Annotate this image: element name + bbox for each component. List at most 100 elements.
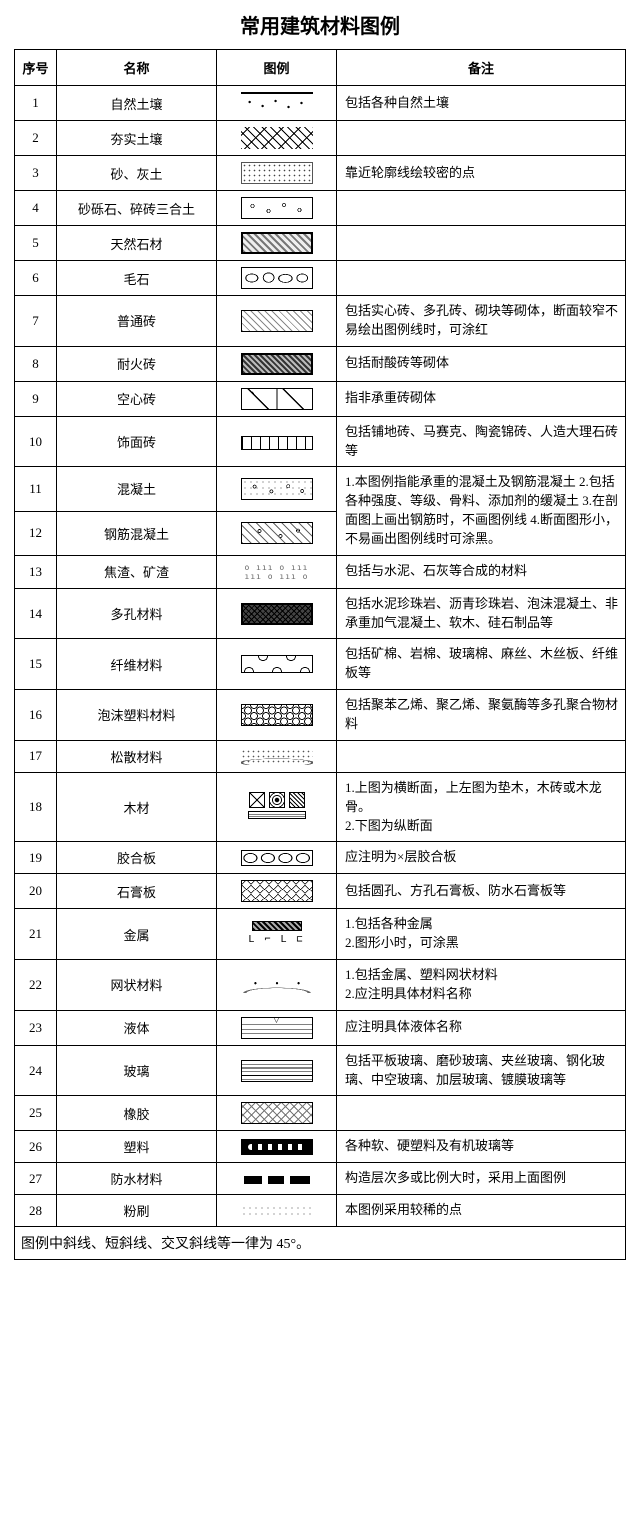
page-title: 常用建筑材料图例: [14, 10, 626, 39]
cell-num: 4: [15, 191, 57, 226]
cell-num: 26: [15, 1131, 57, 1163]
cell-name: 松散材料: [57, 740, 217, 772]
table-row: 11混凝土1.本图例指能承重的混凝土及钢筋混凝土 2.包括各种强度、等级、骨料、…: [15, 467, 626, 511]
cell-symbol: [217, 121, 337, 156]
cell-note: 应注明具体液体名称: [337, 1010, 626, 1045]
cell-symbol: [217, 740, 337, 772]
cell-symbol: [217, 639, 337, 690]
cell-note: 靠近轮廓线绘较密的点: [337, 156, 626, 191]
pattern-icon: [241, 353, 313, 375]
table-row: 9空心砖指非承重砖砌体: [15, 381, 626, 416]
table-row: 3砂、灰土靠近轮廓线绘较密的点: [15, 156, 626, 191]
pattern-icon: [241, 197, 313, 219]
footnote: 图例中斜线、短斜线、交叉斜线等一律为 45°。: [15, 1227, 626, 1260]
cell-num: 28: [15, 1195, 57, 1227]
cell-num: 5: [15, 226, 57, 261]
table-row: 18木材1.上图为横断面，上左图为垫木，木砖或木龙骨。 2.下图为纵断面: [15, 772, 626, 842]
table-row: 21金属L ⌐ L ⊏ ⊏1.包括各种金属 2.图形小时，可涂黑: [15, 909, 626, 960]
pattern-icon: [241, 1017, 313, 1039]
col-notes: 备注: [337, 50, 626, 86]
cell-note: 1.本图例指能承重的混凝土及钢筋混凝土 2.包括各种强度、等级、骨料、添加剂的缓…: [337, 467, 626, 555]
table-row: 8耐火砖包括耐酸砖等砌体: [15, 346, 626, 381]
cell-num: 8: [15, 346, 57, 381]
cell-name: 粉刷: [57, 1195, 217, 1227]
materials-table: 序号 名称 图例 备注 1自然土壤包括各种自然土壤2夯实土壤3砂、灰土靠近轮廓线…: [14, 49, 626, 1260]
cell-num: 21: [15, 909, 57, 960]
pattern-icon: [241, 1139, 313, 1155]
cell-symbol: [217, 156, 337, 191]
cell-note: 包括铺地砖、马赛克、陶瓷锦砖、人造大理石砖等: [337, 416, 626, 467]
cell-note: 1.包括金属、塑料网状材料 2.应注明具体材料名称: [337, 960, 626, 1011]
pattern-icon: [241, 310, 313, 332]
cell-note: 包括矿棉、岩棉、玻璃棉、麻丝、木丝板、纤维板等: [337, 639, 626, 690]
cell-symbol: [217, 1131, 337, 1163]
cell-num: 13: [15, 555, 57, 588]
table-row: 2夯实土壤: [15, 121, 626, 156]
pattern-icon: [241, 267, 313, 289]
pattern-icon: [241, 436, 313, 450]
cell-symbol: [217, 772, 337, 842]
cell-symbol: [217, 191, 337, 226]
table-row: 26塑料各种软、硬塑料及有机玻璃等: [15, 1131, 626, 1163]
pattern-icon: [241, 850, 313, 866]
cell-note: 包括耐酸砖等砌体: [337, 346, 626, 381]
cell-note: 构造层次多或比例大时，采用上面图例: [337, 1163, 626, 1195]
cell-symbol: [217, 346, 337, 381]
cell-note: 包括实心砖、多孔砖、砌块等砌体，断面较窄不易绘出图例线时，可涂红: [337, 296, 626, 347]
cell-num: 11: [15, 467, 57, 511]
cell-symbol: [217, 261, 337, 296]
cell-num: 23: [15, 1010, 57, 1045]
cell-symbol: [217, 296, 337, 347]
table-row: 20石膏板包括圆孔、方孔石膏板、防水石膏板等: [15, 874, 626, 909]
pattern-icon: [241, 655, 313, 673]
cell-note: 包括水泥珍珠岩、沥青珍珠岩、泡沫混凝土、非承重加气混凝土、软木、硅石制品等: [337, 588, 626, 639]
pattern-icon: [244, 792, 310, 822]
cell-num: 16: [15, 690, 57, 741]
cell-num: 19: [15, 842, 57, 874]
cell-note: 包括平板玻璃、磨砂玻璃、夹丝玻璃、钢化玻璃、中空玻璃、加层玻璃、镀膜玻璃等: [337, 1045, 626, 1096]
pattern-icon: [241, 1205, 313, 1219]
cell-note: 应注明为×层胶合板: [337, 842, 626, 874]
cell-symbol: [217, 1163, 337, 1195]
cell-num: 12: [15, 511, 57, 555]
pattern-icon: [241, 522, 313, 544]
pattern-icon: o ııı o ııı ııı o ııı o: [241, 562, 313, 582]
cell-name: 纤维材料: [57, 639, 217, 690]
cell-num: 7: [15, 296, 57, 347]
cell-name: 毛石: [57, 261, 217, 296]
pattern-icon: [241, 603, 313, 625]
cell-name: 塑料: [57, 1131, 217, 1163]
table-row: 27防水材料构造层次多或比例大时，采用上面图例: [15, 1163, 626, 1195]
cell-name: 防水材料: [57, 1163, 217, 1195]
cell-num: 18: [15, 772, 57, 842]
cell-name: 木材: [57, 772, 217, 842]
cell-num: 15: [15, 639, 57, 690]
cell-symbol: [217, 1010, 337, 1045]
col-name: 名称: [57, 50, 217, 86]
cell-name: 钢筋混凝土: [57, 511, 217, 555]
cell-note: 本图例采用较稀的点: [337, 1195, 626, 1227]
table-row: 19胶合板 应注明为×层胶合板: [15, 842, 626, 874]
pattern-icon: L ⌐ L ⊏ ⊏: [241, 921, 313, 947]
cell-name: 焦渣、矿渣: [57, 555, 217, 588]
table-row: 17松散材料: [15, 740, 626, 772]
cell-num: 2: [15, 121, 57, 156]
cell-num: 22: [15, 960, 57, 1011]
cell-num: 25: [15, 1096, 57, 1131]
cell-name: 混凝土: [57, 467, 217, 511]
cell-name: 胶合板: [57, 842, 217, 874]
cell-note: 1.包括各种金属 2.图形小时，可涂黑: [337, 909, 626, 960]
pattern-icon: [241, 92, 313, 114]
cell-num: 14: [15, 588, 57, 639]
cell-symbol: o ııı o ııı ııı o ııı o: [217, 555, 337, 588]
cell-note: [337, 226, 626, 261]
cell-num: 10: [15, 416, 57, 467]
cell-symbol: [217, 511, 337, 555]
table-row: 23液体应注明具体液体名称: [15, 1010, 626, 1045]
table-row: 10饰面砖包括铺地砖、马赛克、陶瓷锦砖、人造大理石砖等: [15, 416, 626, 467]
table-row: 25橡胶: [15, 1096, 626, 1131]
cell-name: 橡胶: [57, 1096, 217, 1131]
cell-name: 砂、灰土: [57, 156, 217, 191]
table-row: 22网状材料1.包括金属、塑料网状材料 2.应注明具体材料名称: [15, 960, 626, 1011]
cell-name: 砂砾石、碎砖三合土: [57, 191, 217, 226]
